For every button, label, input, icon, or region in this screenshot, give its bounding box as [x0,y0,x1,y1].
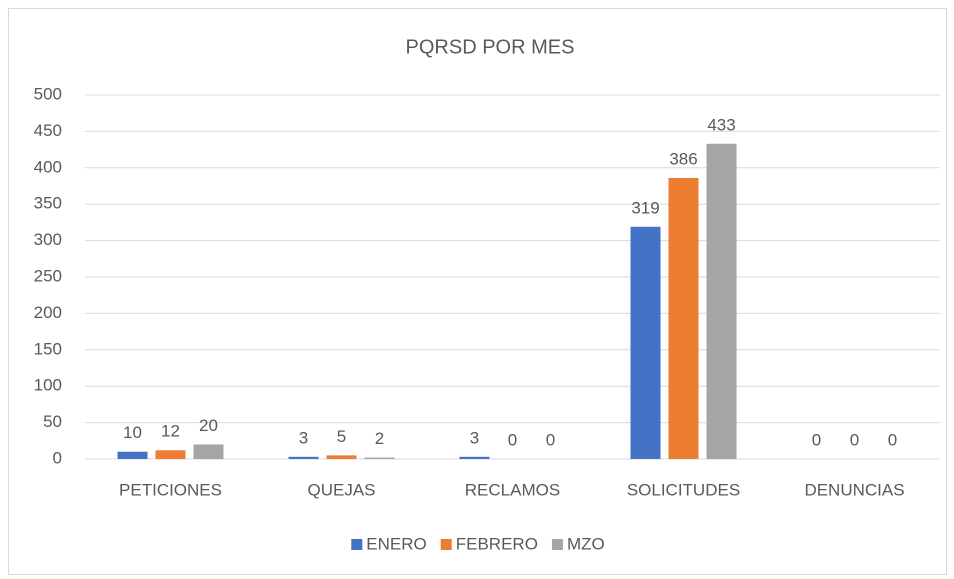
data-label: 386 [669,149,697,168]
bar [326,455,357,459]
data-label: 0 [508,430,517,449]
y-tick-label: 100 [34,376,62,395]
data-label: 0 [546,430,555,449]
data-label: 0 [812,430,821,449]
x-tick-label: DENUNCIAS [804,480,904,499]
chart-title: PQRSD POR MES [406,36,575,58]
bar [288,456,319,459]
y-tick-label: 150 [34,339,62,358]
y-tick-label: 50 [43,412,62,431]
bar [706,143,737,459]
legend-swatch [440,539,452,550]
legend-label: MZO [567,534,605,553]
data-label: 12 [161,422,180,441]
data-label: 0 [850,430,859,449]
y-tick-label: 300 [34,230,62,249]
data-label: 3 [470,428,479,447]
legend-swatch [551,539,563,550]
y-tick-label: 350 [34,194,62,213]
bar [459,456,490,459]
y-tick-label: 250 [34,266,62,285]
y-tick-label: 450 [34,121,62,140]
legend-swatch [351,539,363,550]
data-label: 0 [888,430,897,449]
bar [117,451,148,459]
bar [364,457,395,459]
x-tick-label: PETICIONES [119,480,222,499]
chart-border [8,8,947,575]
y-tick-label: 200 [34,303,62,322]
data-label: 20 [199,416,218,435]
x-tick-label: QUEJAS [307,480,375,499]
y-tick-label: 500 [34,84,62,103]
legend-label: FEBRERO [456,534,538,553]
data-label: 5 [337,427,346,446]
y-tick-label: 400 [34,157,62,176]
x-tick-label: SOLICITUDES [627,480,740,499]
data-label: 2 [375,429,384,448]
bar [193,444,224,459]
bar [668,177,699,459]
data-label: 3 [299,428,308,447]
bar [155,450,186,459]
data-label: 433 [707,115,735,134]
y-tick-label: 0 [53,448,62,467]
data-label: 10 [123,423,142,442]
data-label: 319 [631,198,659,217]
bar [630,226,661,459]
x-tick-label: RECLAMOS [465,480,560,499]
legend-label: ENERO [366,534,426,553]
